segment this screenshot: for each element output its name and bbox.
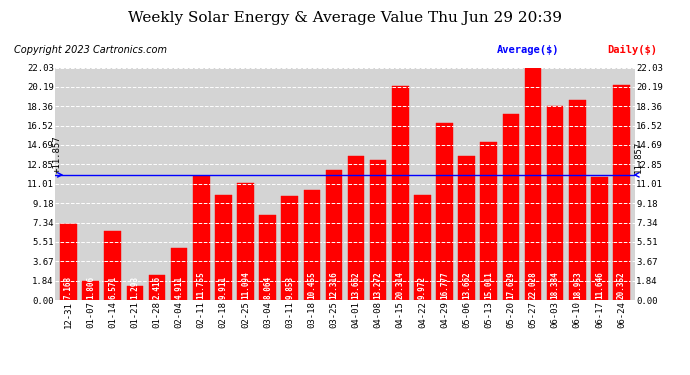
Bar (148, 274, 166, 300)
Text: 9.972: 9.972 (418, 276, 427, 299)
Text: Weekly Solar Energy & Average Value Thu Jun 29 20:39: Weekly Solar Energy & Average Value Thu … (128, 11, 562, 25)
Text: 20.314: 20.314 (396, 271, 405, 299)
Text: 9.911: 9.911 (219, 276, 228, 299)
Bar (104, 231, 121, 300)
Text: 6.571: 6.571 (108, 276, 117, 299)
Text: 13.662: 13.662 (352, 271, 361, 299)
Bar (193, 176, 210, 300)
Bar (126, 286, 143, 300)
Bar (348, 156, 364, 300)
Text: Daily($): Daily($) (607, 45, 657, 55)
Bar (215, 195, 232, 300)
Text: 15.011: 15.011 (484, 271, 493, 299)
Text: 11.857: 11.857 (633, 141, 642, 173)
Text: 17.629: 17.629 (506, 271, 515, 299)
Text: 18.384: 18.384 (551, 271, 560, 299)
Bar (82, 281, 99, 300)
Bar (524, 68, 542, 300)
Bar (591, 177, 608, 300)
Text: 20.352: 20.352 (617, 271, 626, 299)
Text: 12.316: 12.316 (329, 271, 338, 299)
Text: 1.293: 1.293 (130, 276, 139, 299)
Text: Average($): Average($) (497, 45, 560, 55)
Bar (370, 160, 386, 300)
Text: 8.064: 8.064 (263, 276, 272, 299)
Text: 16.777: 16.777 (440, 271, 449, 299)
Text: 10.455: 10.455 (307, 271, 316, 299)
Text: 9.853: 9.853 (285, 276, 294, 299)
Bar (458, 156, 475, 300)
Bar (569, 100, 586, 300)
Text: +11.857: +11.857 (53, 136, 62, 173)
Bar (547, 106, 564, 300)
Text: Copyright 2023 Cartronics.com: Copyright 2023 Cartronics.com (14, 45, 167, 55)
Bar (613, 85, 630, 300)
Bar (304, 190, 320, 300)
Bar (60, 224, 77, 300)
Text: 13.272: 13.272 (374, 271, 383, 299)
Text: 11.646: 11.646 (595, 271, 604, 299)
Text: 11.755: 11.755 (197, 271, 206, 299)
Bar (392, 86, 408, 300)
Text: 1.806: 1.806 (86, 276, 95, 299)
Bar (502, 114, 519, 300)
Bar (259, 215, 276, 300)
Text: 2.416: 2.416 (152, 276, 161, 299)
Bar (414, 195, 431, 300)
Bar (436, 123, 453, 300)
Text: 22.028: 22.028 (529, 271, 538, 299)
Text: 11.094: 11.094 (241, 271, 250, 299)
Text: 4.911: 4.911 (175, 276, 184, 299)
Text: 18.953: 18.953 (573, 271, 582, 299)
Bar (480, 142, 497, 300)
Bar (171, 248, 188, 300)
Text: 13.662: 13.662 (462, 271, 471, 299)
Text: 7.168: 7.168 (64, 276, 73, 299)
Bar (282, 196, 298, 300)
Bar (326, 170, 342, 300)
Bar (237, 183, 254, 300)
